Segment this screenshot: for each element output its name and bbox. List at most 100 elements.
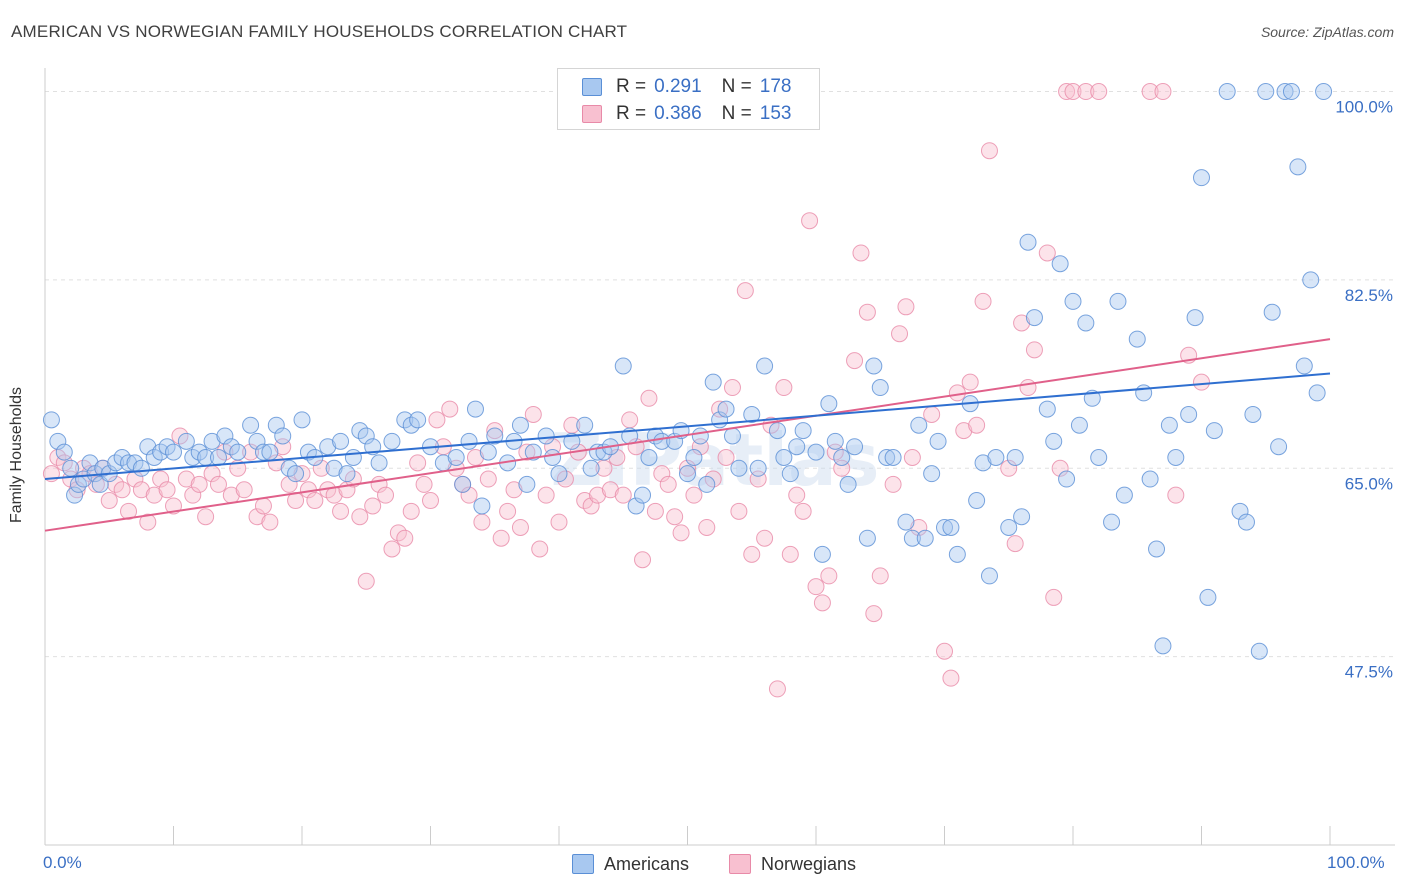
y-tick-label: 47.5% <box>1345 663 1393 682</box>
americans-swatch <box>582 78 602 96</box>
y-tick-labels: 47.5% 65.0% 82.5% 100.0% <box>1335 98 1393 682</box>
americans-point <box>839 475 857 493</box>
norwegians-point <box>486 422 504 440</box>
norwegians-point <box>113 481 131 499</box>
correlation-legend: R = 0.291 N = 178 R = 0.386 N = 153 <box>557 68 820 130</box>
americans-point <box>948 545 966 563</box>
americans-point <box>813 545 831 563</box>
norwegians-point <box>717 449 735 466</box>
norwegians-point <box>332 502 350 520</box>
americans-point <box>1058 470 1076 488</box>
americans-point <box>974 454 992 472</box>
americans-point <box>871 379 889 397</box>
americans-point <box>1115 486 1133 504</box>
americans-point <box>1160 416 1178 434</box>
americans-point <box>820 395 838 413</box>
americans-point <box>634 486 652 504</box>
norwegians-point <box>152 470 170 488</box>
americans-point <box>1193 169 1210 187</box>
norwegians-point <box>473 513 491 531</box>
norwegians-point <box>640 389 658 407</box>
norwegians-point <box>415 475 433 493</box>
americans-point <box>833 449 851 466</box>
legend-row-norwegians: R = 0.386 N = 153 <box>582 102 791 126</box>
americans-point <box>563 432 581 450</box>
norwegians-point <box>293 465 311 483</box>
bottom-legend-americans: Americans <box>572 852 689 876</box>
americans-point <box>1148 540 1166 558</box>
norwegians-point <box>1193 373 1210 391</box>
norwegians-point <box>768 680 786 698</box>
norwegians-point <box>865 605 883 623</box>
americans-point <box>1295 357 1313 375</box>
norwegians-point <box>1051 459 1069 477</box>
americans-point <box>1167 449 1185 466</box>
americans-point <box>846 438 864 456</box>
americans-point <box>1051 255 1069 273</box>
norwegians-point <box>524 405 542 423</box>
norwegians-point <box>1025 341 1043 359</box>
americans-point <box>1013 508 1031 526</box>
norwegians-point <box>531 540 549 558</box>
americans-point <box>216 427 234 445</box>
norwegians-point <box>846 352 864 370</box>
norwegians-point <box>396 529 414 547</box>
norwegians-point <box>1045 588 1063 606</box>
norwegians-point <box>1141 83 1159 101</box>
norwegians-point <box>961 373 979 391</box>
americans-point <box>165 443 182 461</box>
americans-point <box>1109 292 1127 310</box>
norwegians-point <box>743 545 761 563</box>
norwegians-n-label: N = <box>721 103 752 124</box>
norwegians-trend-line <box>44 338 1331 532</box>
americans-point <box>203 432 221 450</box>
norwegians-point <box>132 481 150 499</box>
americans-point <box>1141 470 1159 488</box>
americans-point <box>865 357 883 375</box>
americans-point <box>807 443 825 461</box>
y-tick-label: 100.0% <box>1335 98 1393 117</box>
y-tick-label: 82.5% <box>1345 286 1393 305</box>
americans-point <box>287 465 305 483</box>
americans-point <box>775 449 793 466</box>
americans-point <box>1276 83 1294 101</box>
norwegians-swatch <box>582 105 602 123</box>
norwegians-point <box>1064 83 1082 101</box>
norwegians-point <box>601 481 619 499</box>
norwegians-point <box>197 508 215 526</box>
norwegians-point <box>794 502 812 520</box>
americans-point <box>1128 330 1146 348</box>
americans-point <box>293 411 311 429</box>
norwegians-point <box>723 379 741 397</box>
americans-point <box>261 443 279 461</box>
norwegians-point <box>87 475 105 493</box>
americans-point <box>524 443 542 461</box>
norwegians-point <box>871 567 889 585</box>
americans-point <box>756 357 774 375</box>
americans-point <box>1250 642 1268 660</box>
norwegians-point <box>910 518 928 536</box>
americans-point <box>1180 405 1198 423</box>
gridlines <box>45 91 1395 658</box>
americans-point <box>916 529 934 547</box>
americans-point <box>1006 449 1024 466</box>
americans-point <box>903 529 921 547</box>
americans-point <box>248 432 266 450</box>
americans-point <box>1205 422 1223 440</box>
americans-trend-line <box>44 372 1331 481</box>
norwegians-point <box>364 497 382 515</box>
norwegians-point <box>177 470 195 488</box>
norwegians-point <box>781 545 799 563</box>
americans-point <box>968 492 986 510</box>
americans-point <box>1135 384 1153 402</box>
americans-point <box>62 459 80 477</box>
americans-point <box>781 465 799 483</box>
norwegians-point <box>942 669 960 687</box>
americans-point <box>1302 271 1320 289</box>
norwegians-point <box>897 298 915 316</box>
americans-point <box>1000 518 1018 536</box>
americans-n-label: N = <box>721 76 752 97</box>
norwegians-point <box>1058 83 1076 101</box>
americans-point <box>274 427 292 445</box>
